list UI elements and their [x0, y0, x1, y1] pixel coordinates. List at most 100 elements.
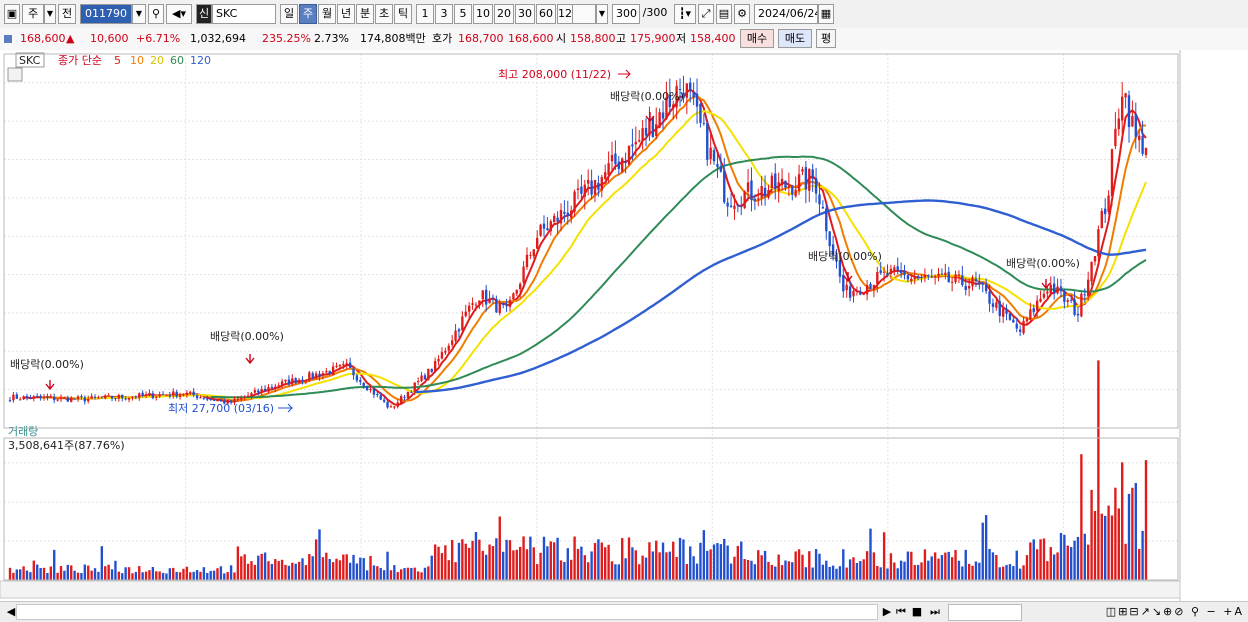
candle-body — [1022, 320, 1025, 334]
code-dropdown-icon[interactable]: ▼ — [132, 4, 146, 24]
volume-bar — [471, 540, 474, 580]
window-icon[interactable]: ▣ — [4, 4, 20, 24]
period-unit-select[interactable]: 주 — [22, 4, 44, 24]
candle-body — [607, 163, 610, 175]
drawing-tools[interactable]: ◫⊞⊟↗↘⊕⊘ ⚲ − +A — [1105, 605, 1244, 618]
low-arrow-icon — [278, 403, 293, 413]
count-input[interactable]: 300 — [612, 4, 640, 24]
volume-bar — [243, 554, 246, 580]
volume-bar — [161, 572, 165, 580]
period-tab[interactable]: 주 — [299, 4, 317, 24]
horizontal-scrollbar[interactable] — [16, 604, 878, 620]
quote-marker-icon — [4, 35, 12, 43]
date-input[interactable]: 2024/06/24 — [754, 4, 818, 24]
stock-chart[interactable]: SKC 종가 단순 5 10 20 60 120 최고 208,000 (11/22) 최저 2… — [0, 50, 1248, 601]
scroll-left-button[interactable]: ◀ — [6, 605, 16, 618]
stock-code-input[interactable]: 011790 — [80, 4, 132, 24]
candle-body — [15, 394, 18, 399]
volume-bar — [655, 540, 658, 580]
multiplier-tab[interactable]: 3 — [435, 4, 453, 24]
multiplier-tab[interactable]: 5 — [454, 4, 472, 24]
candle-body — [12, 394, 15, 401]
candle-body — [910, 278, 913, 282]
sell-button[interactable]: 매도 — [778, 29, 812, 48]
candle-body — [22, 396, 25, 400]
speaker-icon[interactable]: ◀▾ — [166, 4, 192, 24]
candle-body — [995, 302, 998, 308]
candle-body — [355, 375, 359, 381]
volume-bar — [488, 544, 491, 580]
volume-bar — [950, 557, 954, 580]
custom-multiplier-dropdown-icon[interactable]: ▼ — [596, 4, 608, 24]
candle-type-icon[interactable]: ┇▾ — [674, 4, 696, 24]
candle-body — [672, 104, 675, 109]
calendar-icon[interactable]: ▦ — [818, 4, 834, 24]
zoom-slider[interactable] — [948, 604, 1022, 621]
volume-bar — [1015, 550, 1018, 580]
candle-body — [859, 292, 862, 295]
volume-bar — [141, 572, 144, 580]
volume-panel-frame — [3, 437, 1179, 581]
candle-body — [246, 395, 250, 398]
save-icon[interactable]: ▤ — [716, 4, 732, 24]
candle-body — [311, 373, 314, 378]
candle-body — [770, 175, 774, 188]
candle-body — [155, 396, 158, 398]
dividend-annotation: 배당락(0.00%) — [10, 358, 84, 371]
volume-bar — [104, 566, 107, 580]
candle-body — [808, 168, 811, 191]
volume-bar — [229, 565, 233, 580]
period-tab[interactable]: 분 — [356, 4, 374, 24]
volume-bar — [311, 556, 314, 580]
volume-bar — [631, 547, 634, 580]
nav-last-button[interactable]: ⏭ — [930, 605, 940, 618]
volume-bar — [794, 551, 797, 580]
candle-body — [706, 123, 709, 160]
price-change: 10,600 — [90, 32, 129, 45]
line-tool-icon[interactable]: ⤢ — [698, 4, 714, 24]
multiplier-tab[interactable]: 30 — [515, 4, 535, 24]
candle-body — [682, 92, 685, 99]
period-tab[interactable]: 틱 — [394, 4, 412, 24]
buy-button[interactable]: 매수 — [740, 29, 774, 48]
gear-icon[interactable]: ⚙ — [734, 4, 750, 24]
candle-body — [719, 166, 723, 172]
candle-body — [760, 185, 763, 198]
prev-button[interactable]: 전 — [58, 4, 76, 24]
period-tab[interactable]: 월 — [318, 4, 336, 24]
volume-bar — [433, 544, 437, 580]
nav-stop-button[interactable]: ■ — [911, 605, 923, 618]
volume-bar — [461, 539, 464, 580]
candle-body — [56, 399, 59, 401]
candle-body — [158, 394, 161, 397]
volume-bar — [600, 542, 603, 580]
nav-first-button[interactable]: ⏮ — [896, 605, 906, 618]
avg-button[interactable]: 평 — [816, 29, 836, 48]
period-tab[interactable]: 년 — [337, 4, 355, 24]
volume-bar — [467, 547, 471, 580]
multiplier-tab[interactable]: 1 — [416, 4, 434, 24]
candle-body — [1015, 323, 1018, 329]
period-tab[interactable]: 일 — [280, 4, 298, 24]
custom-multiplier-input[interactable] — [572, 4, 596, 24]
candle-body — [743, 191, 746, 208]
stock-name-field[interactable]: SKC — [212, 4, 276, 24]
period-tab[interactable]: 초 — [375, 4, 393, 24]
multiplier-tab[interactable]: 10 — [473, 4, 493, 24]
multiplier-tab[interactable]: 60 — [536, 4, 556, 24]
volume-title: 거래량 — [8, 425, 38, 438]
chevron-down-icon[interactable]: ▼ — [44, 4, 56, 24]
multiplier-tab[interactable]: 20 — [494, 4, 514, 24]
candle-body — [39, 395, 42, 398]
sin-button[interactable]: 신 — [196, 4, 212, 24]
search-icon[interactable]: ⚲ — [148, 4, 164, 24]
volume-bar — [1059, 533, 1063, 580]
candle-body — [100, 397, 104, 399]
candle-body — [481, 290, 484, 300]
candle-body — [971, 277, 974, 287]
nav-next-button[interactable]: ▶ — [882, 605, 892, 618]
candle-body — [937, 273, 940, 277]
candle-body — [831, 244, 835, 256]
candle-body — [420, 375, 423, 381]
candle-body — [716, 164, 719, 168]
